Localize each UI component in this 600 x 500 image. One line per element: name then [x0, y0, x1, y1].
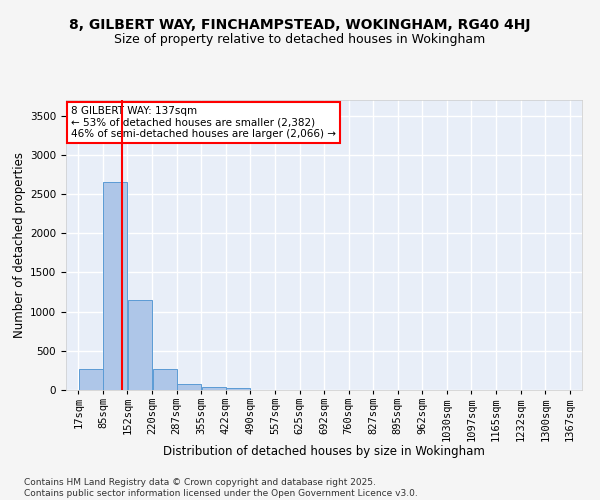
Bar: [226, 388, 250, 390]
Text: Contains HM Land Registry data © Crown copyright and database right 2025.
Contai: Contains HM Land Registry data © Crown c…: [24, 478, 418, 498]
Bar: [202, 387, 226, 390]
Bar: [128, 300, 152, 390]
Bar: [152, 369, 176, 390]
Bar: [79, 369, 103, 390]
Bar: [103, 182, 127, 390]
Bar: [177, 384, 201, 390]
Y-axis label: Number of detached properties: Number of detached properties: [13, 152, 26, 338]
Text: 8 GILBERT WAY: 137sqm
← 53% of detached houses are smaller (2,382)
46% of semi-d: 8 GILBERT WAY: 137sqm ← 53% of detached …: [71, 106, 336, 139]
Text: Size of property relative to detached houses in Wokingham: Size of property relative to detached ho…: [115, 32, 485, 46]
X-axis label: Distribution of detached houses by size in Wokingham: Distribution of detached houses by size …: [163, 445, 485, 458]
Text: 8, GILBERT WAY, FINCHAMPSTEAD, WOKINGHAM, RG40 4HJ: 8, GILBERT WAY, FINCHAMPSTEAD, WOKINGHAM…: [69, 18, 531, 32]
